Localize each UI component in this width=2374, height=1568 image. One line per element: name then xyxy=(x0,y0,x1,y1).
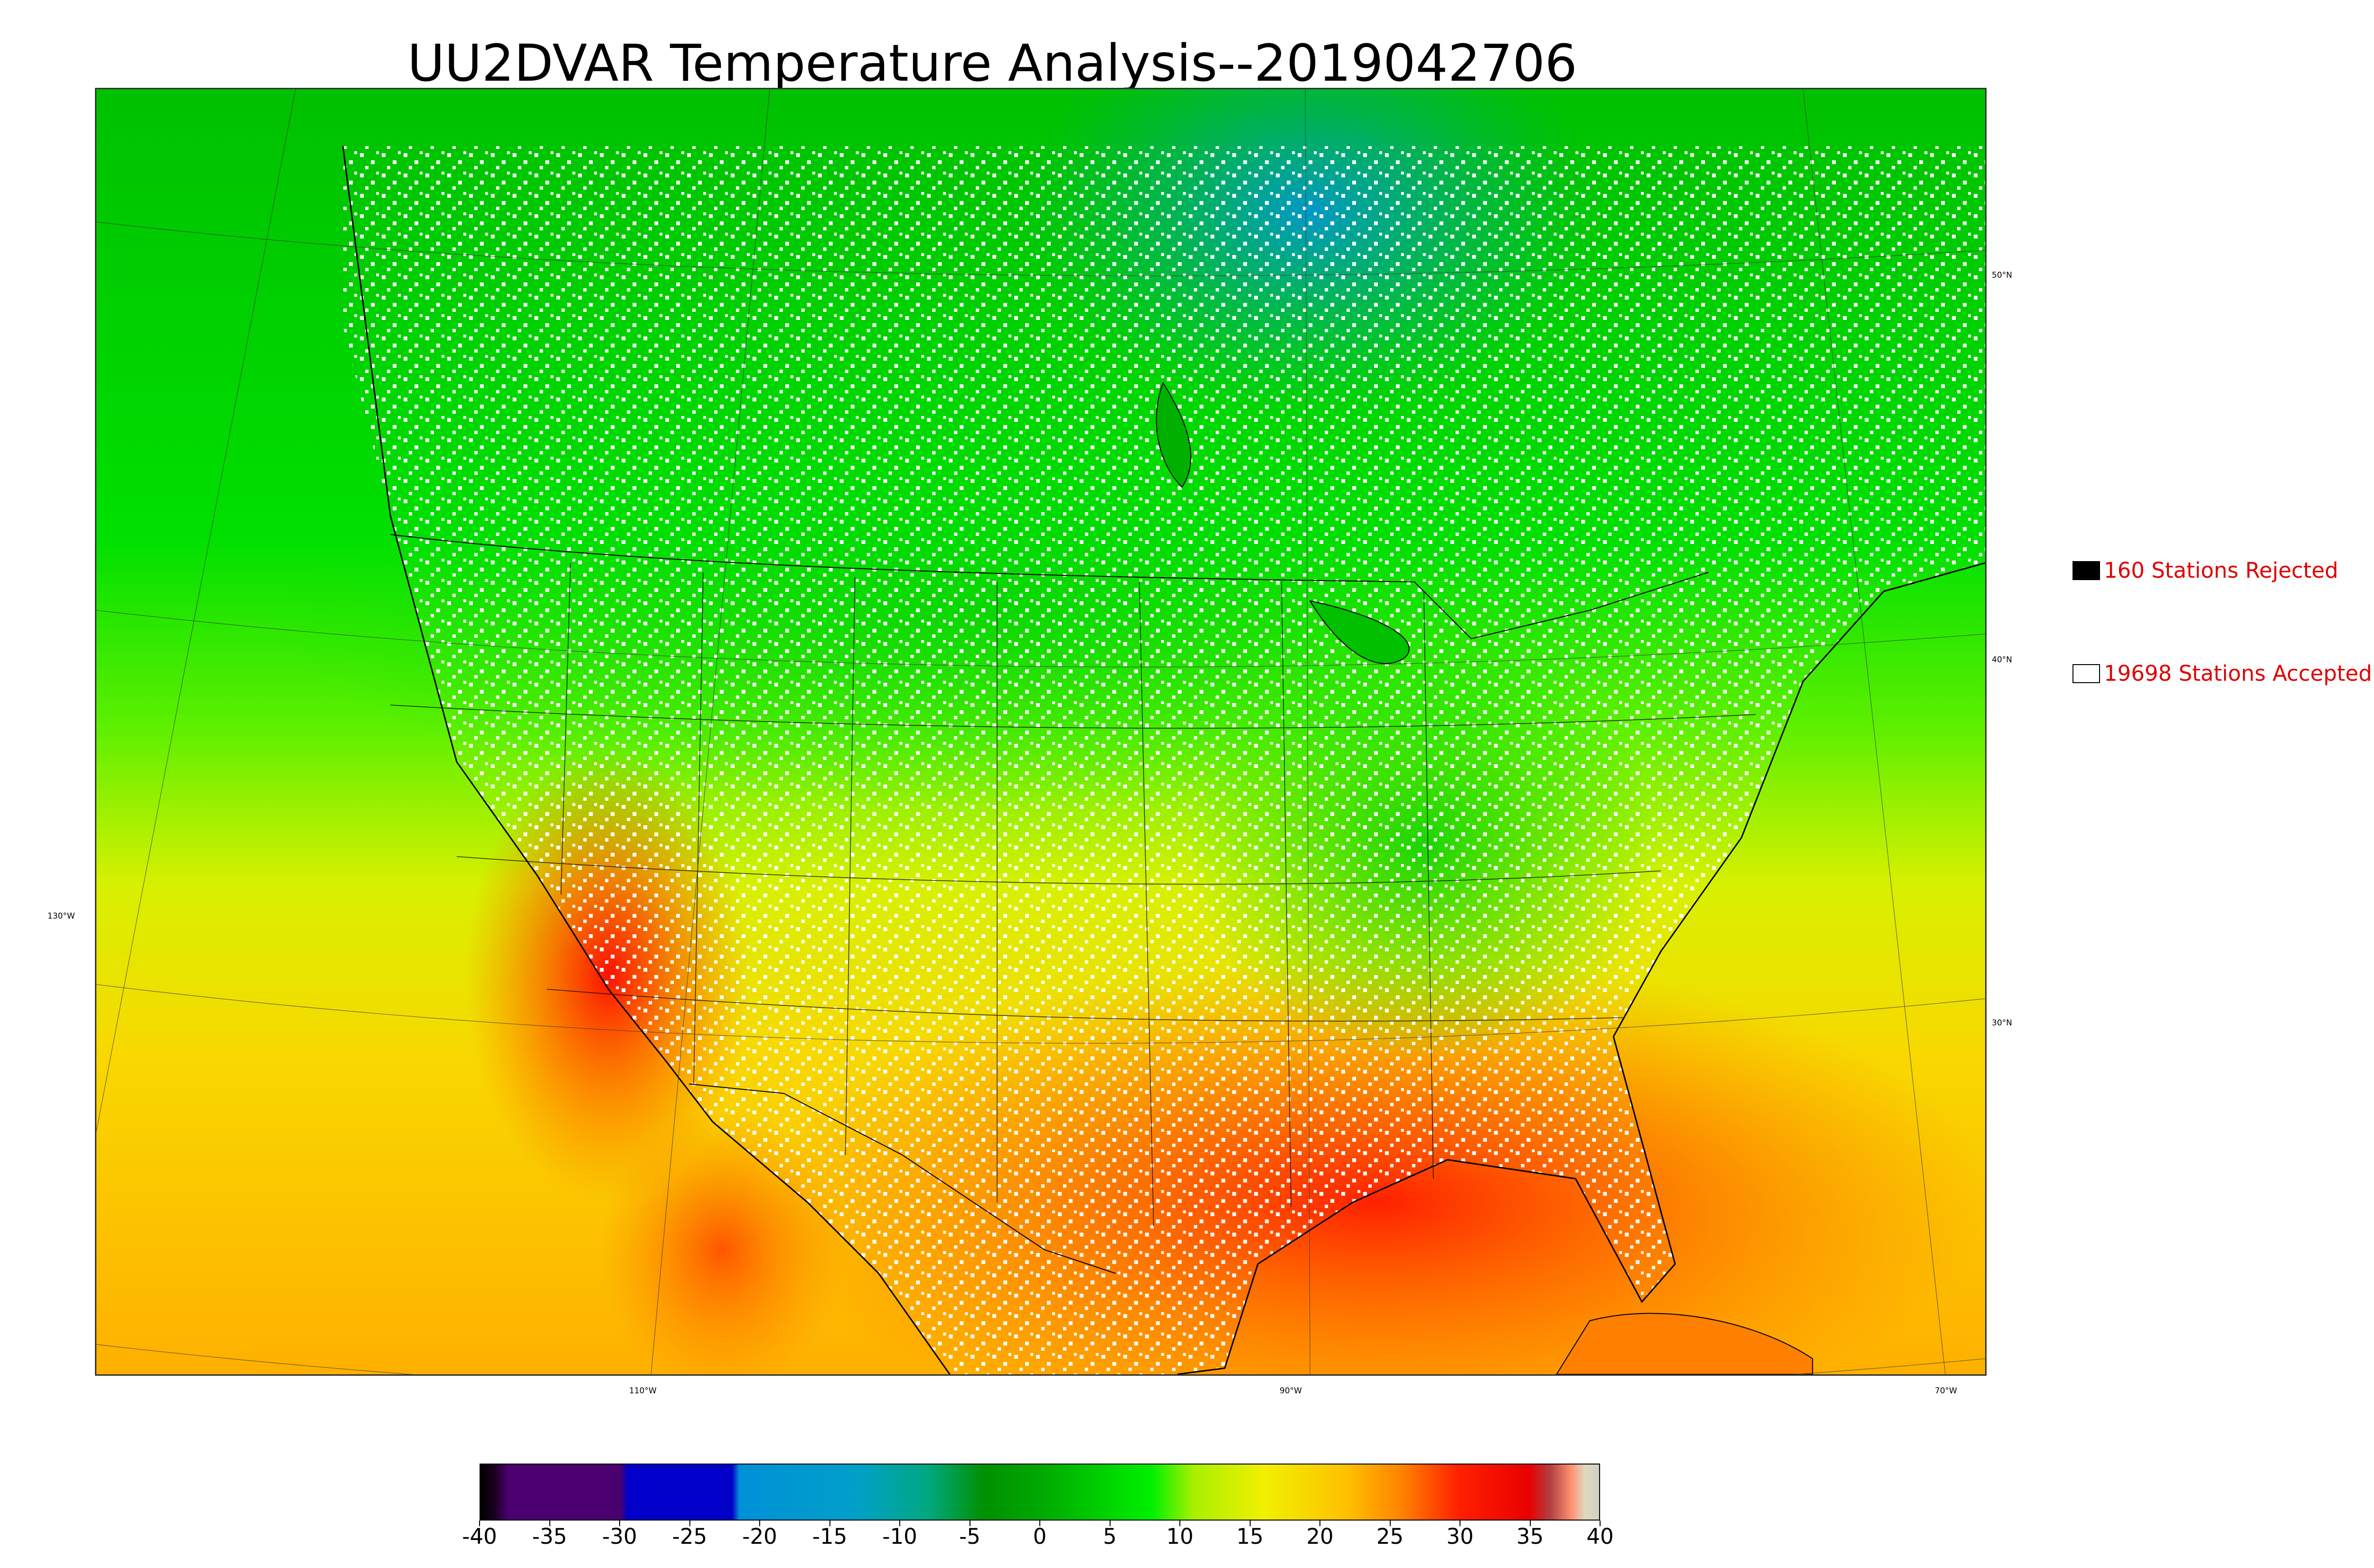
temperature-map xyxy=(95,88,1987,1376)
longitude-label-70w: 70°W xyxy=(1935,1386,1957,1396)
state-boundaries xyxy=(390,563,1756,1226)
accepted-label: 19698 Stations Accepted xyxy=(2104,661,2372,686)
colorbar-tick-label: -25 xyxy=(672,1524,707,1549)
latitude-label-30n: 30°N xyxy=(1992,1018,2012,1028)
rejected-label: 160 Stations Rejected xyxy=(2104,558,2338,583)
colorbar-tick-label: 10 xyxy=(1166,1524,1194,1549)
colorbar-tick xyxy=(1039,1521,1040,1526)
colorbar-tick xyxy=(619,1521,620,1526)
colorbar-tick xyxy=(689,1521,690,1526)
colorbar-tick-label: -40 xyxy=(462,1524,497,1549)
us-canada-border xyxy=(390,534,1709,639)
colorbar-tick-label: -35 xyxy=(532,1524,567,1549)
us-mexico-border xyxy=(689,1083,1116,1274)
colorbar-tick-label: 30 xyxy=(1446,1524,1474,1549)
colorbar-tick xyxy=(1600,1521,1601,1526)
latitude-label-40n: 40°N xyxy=(1992,655,2012,665)
longitude-label-130w: 130°W xyxy=(47,911,75,921)
colorbar-tick xyxy=(1249,1521,1251,1526)
latitude-label-50n: 50°N xyxy=(1992,271,2012,280)
colorbar-tick-label: 0 xyxy=(1033,1524,1047,1549)
colorbar-tick xyxy=(1179,1521,1180,1526)
colorbar-tick-label: 15 xyxy=(1236,1524,1264,1549)
east-coastline xyxy=(1177,562,1985,1374)
legend-rejected: 160 Stations Rejected xyxy=(2073,558,2338,583)
longitude-label-110w: 110°W xyxy=(629,1386,657,1396)
colorbar-tick-label: -10 xyxy=(882,1524,917,1549)
colorbar-tick xyxy=(1389,1521,1391,1526)
colorbar-tick-label: -30 xyxy=(602,1524,637,1549)
colorbar-tick xyxy=(549,1521,550,1526)
colorbar-tick xyxy=(1319,1521,1320,1526)
graticule xyxy=(96,89,1985,1374)
legend-accepted: 19698 Stations Accepted xyxy=(2073,661,2372,686)
great-lakes xyxy=(1309,600,1410,664)
colorbar-tick xyxy=(759,1521,760,1526)
lake-winnipeg xyxy=(1156,382,1192,488)
colorbar-tick-label: -5 xyxy=(959,1524,980,1549)
temperature-colorbar xyxy=(480,1464,1600,1521)
colorbar-tick-label: 35 xyxy=(1516,1524,1544,1549)
colorbar-tick xyxy=(1529,1521,1531,1526)
colorbar-tick xyxy=(1109,1521,1111,1526)
colorbar-tick-label: -20 xyxy=(742,1524,777,1549)
colorbar-tick-label: 40 xyxy=(1586,1524,1614,1549)
colorbar-tick-label: 25 xyxy=(1376,1524,1404,1549)
colorbar-tick-label: -15 xyxy=(812,1524,848,1549)
colorbar-tick xyxy=(899,1521,900,1526)
colorbar-tick xyxy=(829,1521,830,1526)
colorbar-tick-label: 5 xyxy=(1103,1524,1117,1549)
accepted-swatch xyxy=(2073,664,2100,683)
longitude-label-90w: 90°W xyxy=(1280,1386,1302,1396)
cuba xyxy=(1556,1313,1813,1374)
west-coastline xyxy=(342,146,951,1374)
colorbar-tick-label: 20 xyxy=(1306,1524,1334,1549)
map-title: UU2DVAR Temperature Analysis--2019042706 xyxy=(407,34,1577,93)
rejected-swatch xyxy=(2073,561,2100,580)
colorbar-tick xyxy=(479,1521,480,1526)
